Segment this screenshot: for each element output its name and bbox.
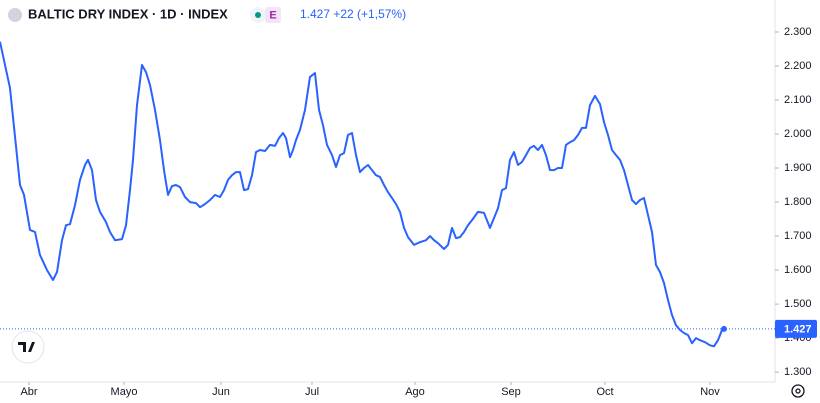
chart-title: BALTIC DRY INDEX · 1D · INDEX	[28, 6, 228, 21]
settings-icon[interactable]	[791, 384, 805, 398]
x-tick-label: Sep	[501, 386, 521, 398]
tv-logo	[11, 330, 45, 364]
x-tick-label: Nov	[700, 386, 720, 398]
x-tick-label: Mayo	[111, 386, 138, 398]
y-tick-label: 1.900	[784, 162, 812, 174]
x-tick-label: Jul	[305, 386, 319, 398]
plot	[0, 41, 775, 348]
y-tick-label: 2.200	[784, 60, 812, 72]
y-tick-label: 2.300	[784, 26, 812, 38]
y-tick-label: 1.700	[784, 230, 812, 242]
x-tick-label: Ago	[405, 386, 425, 398]
y-tick-label: 1.300	[784, 366, 812, 378]
exchange-badge-bg	[265, 7, 281, 23]
y-tick-label: 1.800	[784, 196, 812, 208]
last-price-box	[775, 319, 817, 338]
x-tick-label: Abr	[20, 386, 37, 398]
symbol-logo	[8, 8, 22, 22]
exchange-badge: E	[269, 9, 276, 21]
x-tick-label: Jun	[212, 386, 230, 398]
quote: 1.427 +22 (+1,57%)	[300, 7, 406, 21]
last-price-label: 1.427	[784, 323, 812, 335]
y-tick-label: 1.600	[784, 264, 812, 276]
y-tick-label: 2.000	[784, 128, 812, 140]
status-dot	[255, 12, 261, 18]
price-line	[0, 41, 725, 348]
x-tick-label: Oct	[596, 386, 613, 398]
y-tick-label: 2.100	[784, 94, 812, 106]
y-tick-label: 1.500	[784, 298, 812, 310]
